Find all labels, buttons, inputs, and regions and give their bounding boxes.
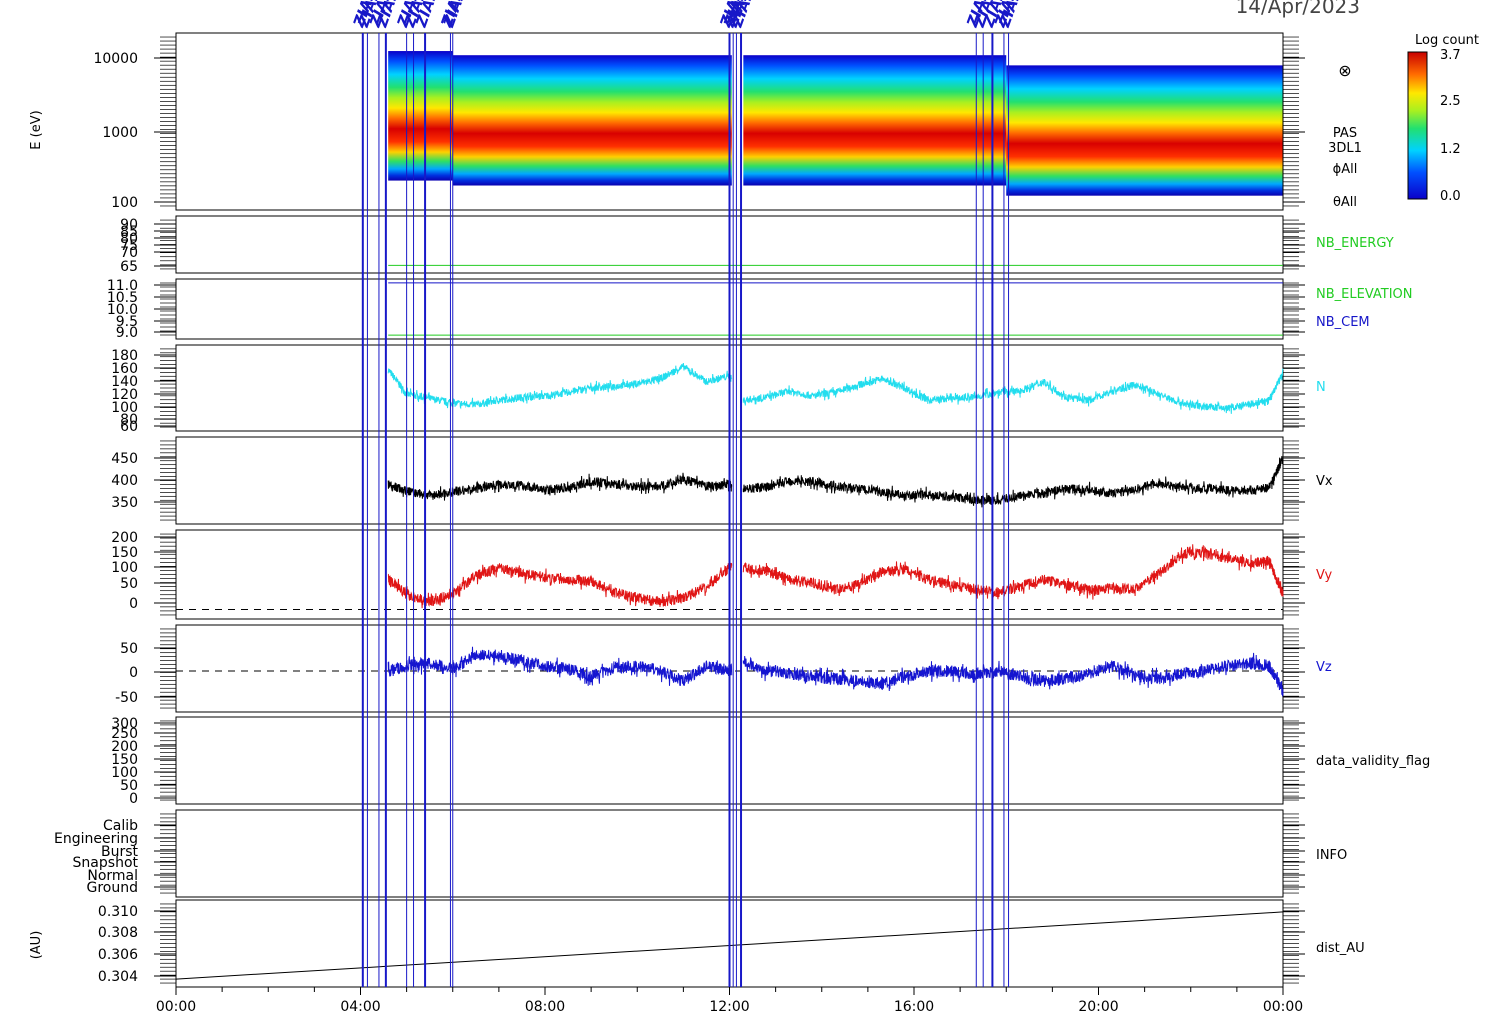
y-tick-label: 450 <box>111 451 138 467</box>
y-tick-label: 50 <box>120 641 138 657</box>
y-tick-label: -50 <box>115 690 138 706</box>
y-tick-label: 0 <box>129 596 138 612</box>
series-line-vz <box>387 646 1284 697</box>
y-tick-label: Normal <box>87 868 138 884</box>
panel-label: PAS <box>1333 126 1357 141</box>
y-tick-label: 300 <box>111 716 138 732</box>
y-tick-label: 10.5 <box>107 290 138 306</box>
x-tick-label: 04:00 <box>340 999 380 1015</box>
y-tick-label: 200 <box>111 530 138 546</box>
y-tick-label: 90 <box>120 217 138 233</box>
y-tick-label: 180 <box>111 348 138 364</box>
y-tick-label: 100 <box>111 400 138 416</box>
y-tick-label: 11.0 <box>107 278 138 294</box>
energy-spectrogram <box>388 34 1283 209</box>
spectrogram-gap <box>731 34 744 209</box>
colorbar-title: Log count <box>1415 33 1479 48</box>
y-tick-label: 50 <box>120 778 138 794</box>
y-tick-label: 400 <box>111 473 138 489</box>
spectrogram-band <box>388 51 453 181</box>
colorbar-tick-label: 2.5 <box>1440 94 1461 109</box>
y-tick-label: 80 <box>120 412 138 428</box>
colorbar-tick-label: 1.2 <box>1440 142 1461 157</box>
y-axis-label: (AU) <box>29 931 44 960</box>
y-tick-label: 150 <box>111 545 138 561</box>
y-tick-label: Burst <box>101 844 139 860</box>
spectrogram-band <box>1006 65 1283 196</box>
y-tick-label: Ground <box>87 880 139 896</box>
panel-label: INFO <box>1316 848 1347 863</box>
y-tick-label: 9.5 <box>116 314 138 330</box>
panel-label: ϕAll <box>1333 162 1358 177</box>
y-tick-label: 0 <box>129 665 138 681</box>
y-tick-label: 70 <box>120 245 138 261</box>
y-tick-label: 65 <box>120 259 138 275</box>
y-tick-label: 140 <box>111 374 138 390</box>
x-tick-label: 12:00 <box>709 999 749 1015</box>
y-tick-label: 85 <box>120 224 138 240</box>
panel-label: NB_ENERGY <box>1316 236 1394 251</box>
panel-label: Vy <box>1316 568 1333 583</box>
y-tick-label: 0.304 <box>98 969 138 985</box>
panel-label: dist_AU <box>1316 941 1365 956</box>
y-tick-label: 0.310 <box>98 904 138 920</box>
y-tick-label: Calib <box>103 818 138 834</box>
y-tick-label: 200 <box>111 739 138 755</box>
time-axis: 00:00 04:00 08:00 12:00 16:00 20:00 00:00 <box>156 987 1303 1015</box>
panel-label: 3DL1 <box>1328 141 1362 156</box>
panel-label: Vx <box>1316 474 1333 489</box>
y-tick-label: 1000 <box>102 125 138 141</box>
colorbar-scale <box>1407 51 1428 200</box>
y-tick-label: 100 <box>111 560 138 576</box>
colorbar-tick-label: 3.7 <box>1440 48 1461 63</box>
y-tick-label: 150 <box>111 752 138 768</box>
panel-label: N <box>1316 380 1326 395</box>
series-line-vx <box>387 453 1284 508</box>
y-tick-label: 10.0 <box>107 302 138 318</box>
y-tick-label: 80 <box>120 231 138 247</box>
panel-label: θAll <box>1333 195 1357 210</box>
y-tick-label: 50 <box>120 576 138 592</box>
x-tick-label: 00:00 <box>156 999 196 1015</box>
y-axis-label: E (eV) <box>29 110 44 149</box>
date-label: 14/Apr/2023 <box>1236 0 1360 18</box>
y-tick-label: 0.306 <box>98 947 138 963</box>
panel-symbol: ⊗ <box>1338 61 1351 80</box>
panel-label: Vz <box>1316 660 1332 675</box>
y-tick-label: 250 <box>111 726 138 742</box>
x-tick-label: 00:00 <box>1263 999 1303 1015</box>
colorbar: Log count 3.7 2.5 1.2 0.0 <box>1407 33 1479 204</box>
y-tick-label: 160 <box>111 361 138 377</box>
panel-label: NB_ELEVATION <box>1316 287 1413 302</box>
y-tick-label: 75 <box>120 238 138 254</box>
y-tick-label: 9.0 <box>116 325 138 341</box>
series-line-n <box>387 362 1284 414</box>
x-tick-label: 16:00 <box>894 999 934 1015</box>
y-tick-label: 60 <box>120 419 138 435</box>
x-tick-label: 20:00 <box>1078 999 1118 1015</box>
y-tick-label: 120 <box>111 387 138 403</box>
panel-label: data_validity_flag <box>1316 754 1430 769</box>
y-tick-label: Engineering <box>54 831 138 847</box>
y-tick-label: 100 <box>111 195 138 211</box>
y-tick-label: 350 <box>111 495 138 511</box>
panel-label: NB_CEM <box>1316 315 1370 330</box>
colorbar-tick-label: 0.0 <box>1440 189 1461 204</box>
y-tick-label: Snapshot <box>73 855 139 871</box>
y-tick-label: 0 <box>129 791 138 807</box>
series-line-vy <box>387 544 1284 609</box>
y-tick-label: 100 <box>111 765 138 781</box>
y-tick-label: 0.308 <box>98 925 138 941</box>
x-tick-label: 08:00 <box>525 999 565 1015</box>
y-tick-label: 10000 <box>93 51 138 67</box>
